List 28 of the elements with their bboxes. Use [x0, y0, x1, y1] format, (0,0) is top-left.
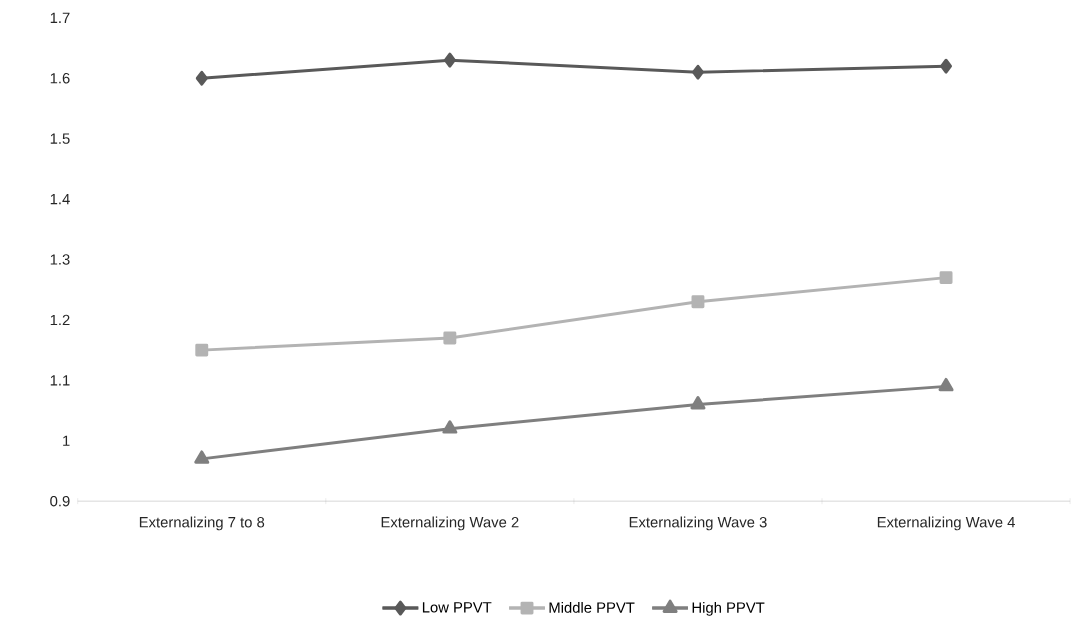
y-tick-label: 1.7 [50, 12, 70, 23]
point [443, 52, 456, 68]
y-tick-label: 1.1 [50, 375, 70, 386]
point [691, 295, 705, 309]
x-tick-label: Externalizing Wave 4 [877, 516, 1015, 531]
y-tick-label: 1 [63, 435, 70, 446]
y-tick-label: 1.3 [50, 254, 70, 265]
y-tick-label: 1.6 [50, 72, 70, 84]
x-tick-label: Externalizing 7 to 8 [139, 516, 265, 531]
point [690, 395, 706, 410]
y-tick-label: 1.2 [50, 314, 70, 325]
legend-label: Middle PPVT [549, 601, 635, 613]
point [938, 377, 954, 392]
point [442, 420, 458, 434]
point [940, 58, 953, 74]
point [939, 271, 953, 284]
y-tick-label: 1.4 [50, 193, 70, 205]
legend-label: Low PPVT [422, 602, 492, 613]
point [195, 70, 208, 86]
x-tick-label: Externalizing Wave 2 [381, 516, 519, 531]
point [692, 64, 704, 80]
x-tick-label: Externalizing Wave 3 [629, 516, 767, 531]
y-tick-label: 1.5 [50, 133, 70, 144]
point [443, 331, 457, 345]
y-tick-label: 0.9 [50, 495, 70, 507]
point [194, 450, 210, 464]
point [195, 343, 209, 357]
legend-label: High PPVT [692, 601, 765, 616]
